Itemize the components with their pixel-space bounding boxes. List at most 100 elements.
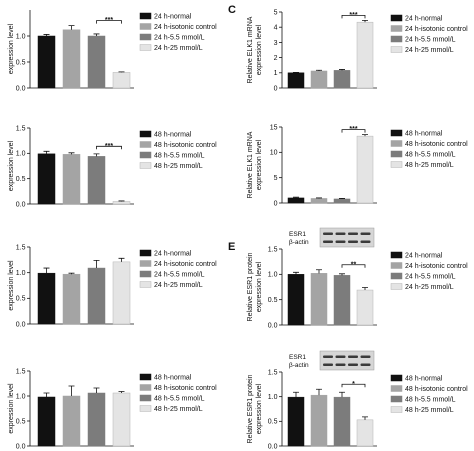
y-tick-label: 1.5 bbox=[16, 125, 26, 132]
bar-4 bbox=[356, 135, 374, 204]
y-tick-label: 0.0 bbox=[16, 85, 26, 92]
error-bar-1 bbox=[43, 34, 50, 36]
blot-background bbox=[319, 227, 375, 248]
significance-bracket bbox=[341, 129, 366, 133]
legend-label-4: 48 h-25 mmol/L bbox=[154, 406, 203, 413]
blot-band bbox=[360, 232, 371, 235]
legend-label-1: 48 h-normal bbox=[405, 376, 443, 383]
significance-label: *** bbox=[349, 12, 357, 19]
legend-swatch-1 bbox=[390, 251, 403, 259]
blot-band bbox=[348, 355, 358, 358]
bar-4 bbox=[112, 72, 131, 89]
y-tick-label: 0.0 bbox=[16, 321, 26, 328]
y-tick-label: 5 bbox=[274, 9, 278, 16]
y-tick-label: 0 bbox=[274, 200, 278, 207]
legend-label-2: 48 h-isotonic control bbox=[154, 385, 217, 392]
bar-4 bbox=[356, 419, 374, 447]
y-tick-label: 0.5 bbox=[268, 419, 278, 426]
legend-label-1: 24 h-normal bbox=[405, 253, 443, 260]
y-axis-label: expression level bbox=[256, 24, 263, 75]
legend-label-3: 24 h-5.5 mmol/L bbox=[154, 35, 205, 42]
blot-band bbox=[348, 240, 358, 243]
legend-label-4: 24 h-25 mmol/L bbox=[405, 284, 454, 291]
bar-1 bbox=[37, 35, 56, 89]
error-bar-1 bbox=[43, 392, 50, 397]
chart-panel-2: 0.0 0.5 1.0 1.5 *** 48 h-normal 48 h-isotonic … bbox=[8, 125, 217, 208]
y-tick-label: 1.0 bbox=[16, 393, 26, 400]
y-axis-label: expression level bbox=[256, 139, 263, 190]
blot-band bbox=[335, 232, 346, 235]
blot-label: β-actin bbox=[289, 362, 309, 369]
legend-swatch-1 bbox=[139, 373, 152, 381]
legend-swatch-4 bbox=[139, 405, 152, 412]
error-bar-2 bbox=[316, 69, 322, 71]
legend-swatch-2 bbox=[139, 384, 152, 391]
legend-swatch-3 bbox=[390, 150, 403, 158]
error-bar-1 bbox=[293, 271, 299, 275]
chart-panel-5: 0 1 2 3 4 5 *** 24 h-normal 24 h-isotonic contro… bbox=[228, 4, 468, 92]
significance-label: *** bbox=[105, 143, 113, 150]
chart-panel-4: 0.0 0.5 1.0 1.5 48 h-normal 48 h-isotonic con… bbox=[8, 368, 217, 450]
error-bar-4 bbox=[362, 134, 368, 137]
significance-bracket bbox=[341, 14, 366, 19]
legend-label-3: 24 h-5.5 mmol/L bbox=[154, 272, 205, 279]
significance-label: *** bbox=[349, 126, 357, 133]
blot-band bbox=[360, 363, 371, 366]
legend-label-4: 48 h-25 mmol/L bbox=[405, 162, 454, 169]
chart-panel-6: 0 5 10 15 *** 48 h-normal 48 h-isotonic contro… bbox=[247, 124, 468, 207]
blot-band bbox=[335, 240, 346, 243]
legend-label-3: 24 h-5.5 mmol/L bbox=[405, 37, 456, 44]
legend-label-1: 48 h-normal bbox=[154, 132, 192, 139]
legend-swatch-1 bbox=[390, 374, 403, 382]
legend-label-2: 24 h-isotonic control bbox=[154, 24, 217, 31]
y-tick-label: 1.0 bbox=[268, 394, 278, 401]
legend-swatch-1 bbox=[139, 249, 152, 257]
error-bar-3 bbox=[339, 273, 345, 276]
error-bar-1 bbox=[43, 150, 50, 154]
legend-label-3: 48 h-5.5 mmol/L bbox=[405, 397, 456, 404]
legend-swatch-2 bbox=[139, 260, 152, 267]
y-tick-label: 0.5 bbox=[16, 59, 26, 66]
bar-3 bbox=[87, 156, 106, 205]
legend-swatch-2 bbox=[390, 25, 403, 32]
error-bar-2 bbox=[68, 272, 75, 275]
error-bar-3 bbox=[93, 259, 100, 269]
y-axis-label: Relative ELK1 mRNA bbox=[247, 131, 254, 198]
western-blot-image bbox=[319, 350, 375, 371]
y-tick-label: 1.0 bbox=[16, 151, 26, 158]
error-bar-2 bbox=[316, 388, 322, 396]
y-tick-label: 1.5 bbox=[268, 369, 278, 376]
y-tick-label: 0.5 bbox=[16, 418, 26, 425]
legend-swatch-2 bbox=[390, 262, 403, 269]
blot-band bbox=[360, 240, 371, 243]
error-bar-2 bbox=[68, 25, 75, 30]
blot-band bbox=[348, 232, 358, 235]
blot-label: ESR1 bbox=[289, 231, 306, 238]
y-tick-label: 1.5 bbox=[16, 368, 26, 375]
bar-3 bbox=[333, 70, 351, 89]
legend-label-2: 24 h-isotonic control bbox=[405, 26, 468, 33]
y-axis-label: Relative ESR1 protein bbox=[247, 252, 254, 321]
bar-2 bbox=[62, 395, 81, 447]
chart-panel-3: 0.0 0.5 1.0 1.5 24 h-normal 24 h-isotonic con… bbox=[8, 244, 217, 328]
legend-label-1: 24 h-normal bbox=[154, 251, 192, 258]
y-axis-label: expression level bbox=[8, 140, 15, 191]
significance-bracket bbox=[96, 20, 122, 24]
legend-swatch-3 bbox=[390, 35, 403, 43]
y-axis-label: Relative ELK1 mRNA bbox=[247, 16, 254, 83]
bar-3 bbox=[87, 392, 106, 447]
bar-1 bbox=[287, 274, 305, 326]
legend-label-4: 24 h-25 mmol/L bbox=[154, 282, 203, 289]
western-blot-image bbox=[319, 227, 375, 248]
error-bar-4 bbox=[118, 71, 125, 73]
chart-panel-7: 0.0 0.5 1.0 1.5 ** 24 h-normal 24 h-isotonic c… bbox=[228, 227, 468, 329]
bar-1 bbox=[37, 396, 56, 447]
legend-label-4: 48 h-25 mmol/L bbox=[154, 163, 203, 170]
blot-band bbox=[323, 240, 333, 243]
legend-label-4: 24 h-25 mmol/L bbox=[405, 47, 454, 54]
legend-swatch-3 bbox=[139, 394, 152, 402]
error-bar-4 bbox=[118, 200, 125, 202]
panel-letter: C bbox=[228, 4, 236, 16]
y-tick-label: 15 bbox=[270, 124, 278, 131]
